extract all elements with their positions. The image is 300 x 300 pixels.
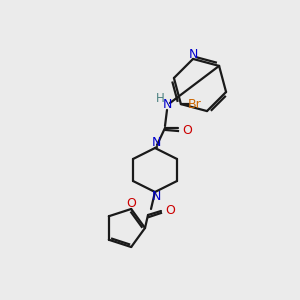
Text: Br: Br [188, 98, 202, 111]
Text: N: N [188, 48, 198, 62]
Text: O: O [165, 205, 175, 218]
Text: N: N [151, 136, 161, 149]
Text: H: H [156, 92, 164, 106]
Text: O: O [126, 197, 136, 211]
Text: N: N [151, 190, 161, 203]
Text: N: N [162, 98, 172, 110]
Text: O: O [182, 124, 192, 136]
